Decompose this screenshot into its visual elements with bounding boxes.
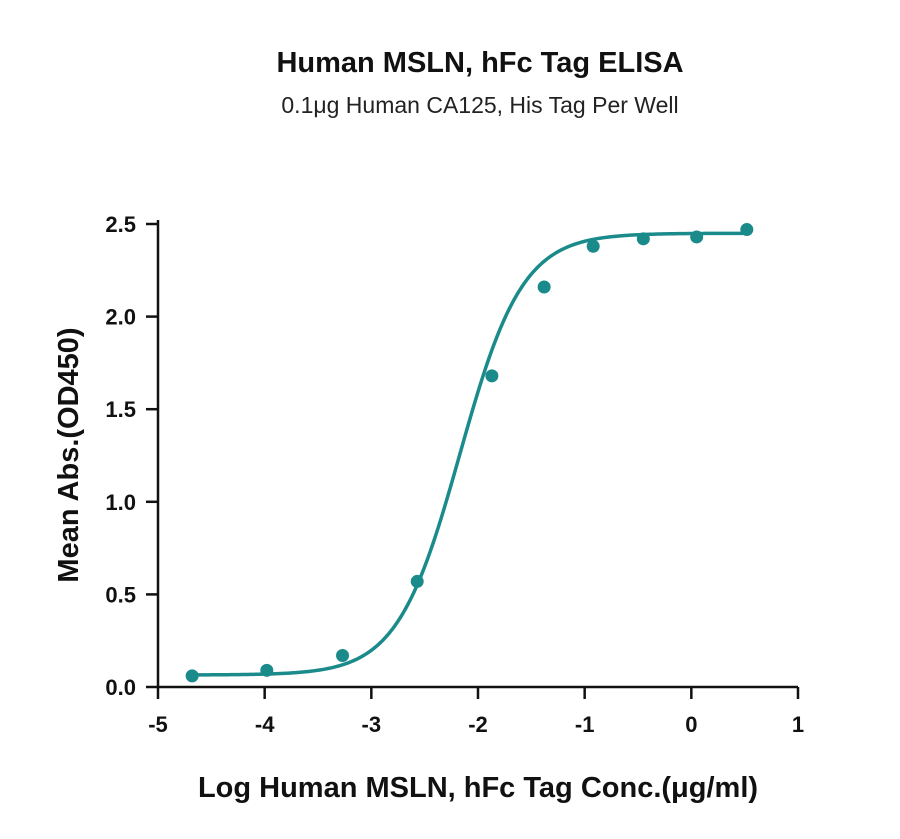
chart-title: Human MSLN, hFc Tag ELISA: [276, 47, 683, 79]
x-tick-label: -1: [575, 712, 595, 737]
y-axis-title: Mean Abs.(OD450): [53, 327, 85, 582]
x-tick-label: 0: [685, 712, 697, 737]
fit-curve: [190, 231, 749, 677]
chart-subtitle: 0.1μg Human CA125, His Tag Per Well: [281, 92, 678, 118]
y-tick-label: 1.0: [105, 490, 136, 515]
data-point: [185, 669, 199, 683]
data-point: [636, 232, 650, 246]
y-tick-label: 2.5: [105, 212, 136, 237]
fit-curve-layer: [190, 231, 749, 677]
x-tick-label: -5: [148, 712, 168, 737]
data-point: [260, 663, 274, 677]
data-point: [740, 223, 754, 237]
y-tick-label: 1.5: [105, 397, 136, 422]
data-point: [537, 280, 551, 294]
data-points-layer: [185, 223, 754, 683]
x-tick-label: 1: [792, 712, 804, 737]
x-tick-label: -3: [362, 712, 382, 737]
axis-ticks: -5 -4 -3 -2 -1 0 1 0.0 0.5 1.0 1.5 2.0 2.5: [105, 212, 804, 737]
x-tick-label: -2: [468, 712, 488, 737]
data-point: [485, 369, 499, 383]
data-point: [586, 239, 600, 253]
axes: [156, 220, 798, 689]
data-point: [336, 649, 350, 663]
data-point: [690, 230, 704, 244]
y-tick-label: 0.5: [105, 582, 136, 607]
data-point: [410, 574, 424, 588]
x-axis-title: Log Human MSLN, hFc Tag Conc.(μg/ml): [198, 772, 758, 804]
y-tick-label: 0.0: [105, 675, 136, 700]
y-tick-label: 2.0: [105, 305, 136, 330]
x-tick-label: -4: [255, 712, 275, 737]
